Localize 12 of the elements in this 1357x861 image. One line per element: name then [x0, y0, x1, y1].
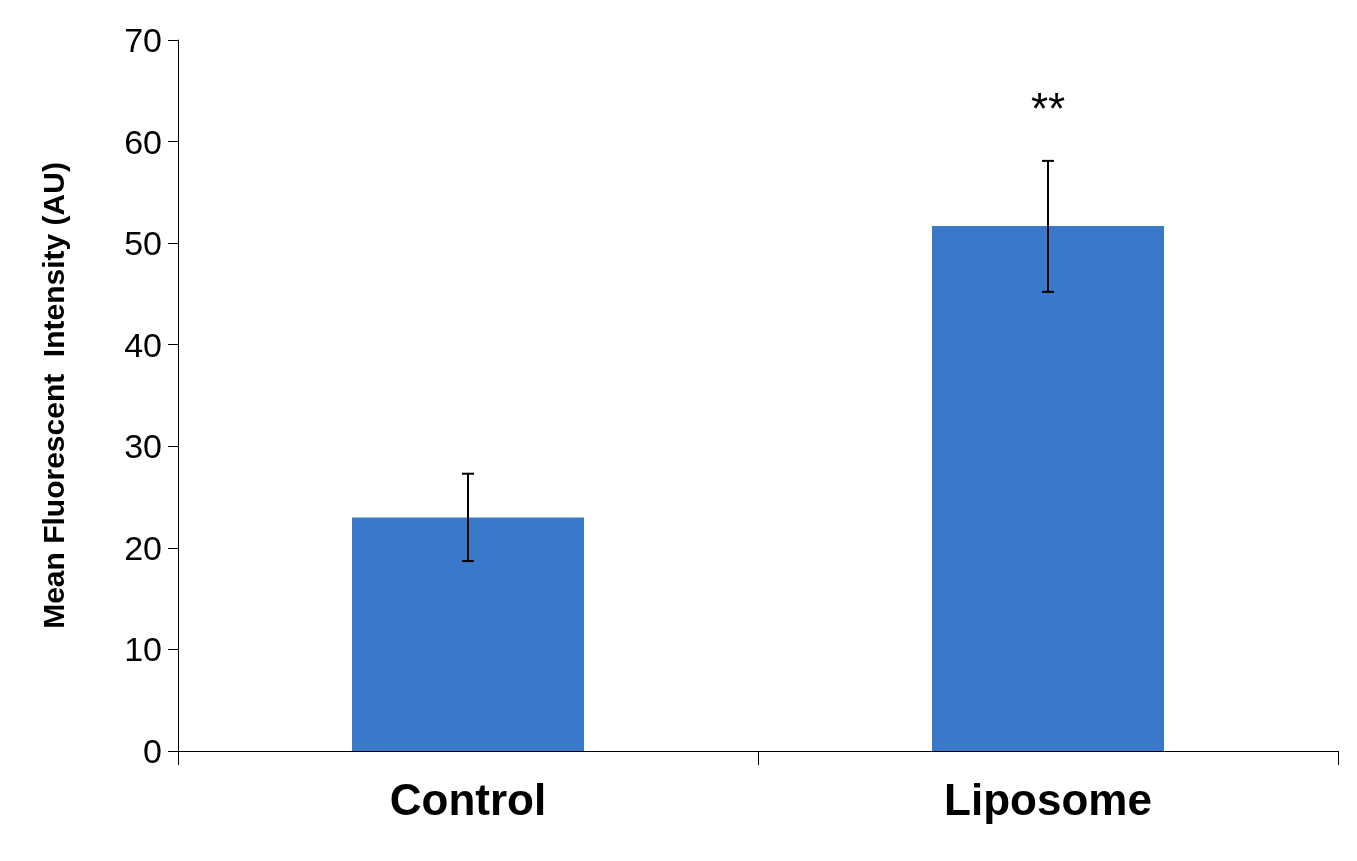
x-tick-label: Control — [389, 774, 547, 824]
y-tick-label: 20 — [124, 528, 162, 567]
y-tick-label: 60 — [124, 122, 162, 161]
annotation: ** — [1030, 84, 1066, 134]
y-tick-label: 0 — [143, 732, 162, 770]
y-tick-label: 50 — [124, 224, 162, 263]
y-tick-label: 70 — [124, 21, 162, 59]
y-tick-label: 30 — [124, 427, 162, 466]
y-tick-label: 40 — [124, 325, 162, 364]
y-tick-label: 10 — [124, 630, 162, 669]
x-tick-label: Liposome — [944, 774, 1152, 824]
y-axis-title: Mean Fluorescent Intensity (AU) — [36, 162, 70, 629]
